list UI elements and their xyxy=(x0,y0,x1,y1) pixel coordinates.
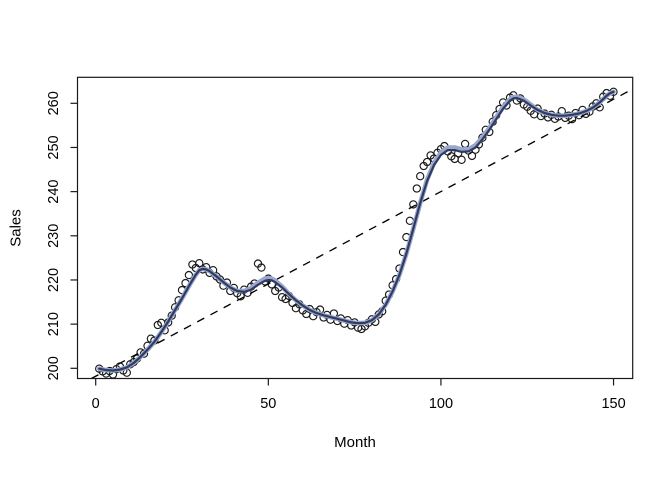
loess-smooth-light xyxy=(96,89,616,373)
y-axis-tick-label: 240 xyxy=(46,179,62,203)
y-axis-tick-label: 200 xyxy=(46,356,62,380)
data-point xyxy=(422,157,432,167)
x-axis-tick-label: 0 xyxy=(92,396,100,412)
data-point xyxy=(467,151,477,161)
data-point xyxy=(184,270,194,280)
loess-smooth-dark xyxy=(98,90,615,372)
data-point xyxy=(457,155,466,164)
data-point xyxy=(409,200,418,209)
y-axis-tick-label: 230 xyxy=(46,224,62,248)
plot-border xyxy=(76,76,634,380)
y-axis-tick-label: 250 xyxy=(46,135,62,159)
x-axis-title: Month xyxy=(334,434,376,451)
trend-line-dashed xyxy=(91,88,634,380)
data-point xyxy=(412,184,421,193)
y-axis-tick-label: 260 xyxy=(46,91,62,115)
x-axis-tick-label: 100 xyxy=(429,396,453,412)
y-axis-title: Sales xyxy=(8,209,25,247)
chart-generated-layer: 0 50 100 150 200 210 220 230 240 250 260 xyxy=(46,76,634,412)
data-point xyxy=(195,259,204,268)
data-point xyxy=(257,263,266,272)
x-axis-tick-label: 50 xyxy=(260,396,276,412)
y-axis-tick-label: 220 xyxy=(46,268,62,292)
data-point xyxy=(460,139,470,149)
x-axis-tick-label: 150 xyxy=(601,396,625,412)
data-point xyxy=(416,172,425,181)
y-axis-tick-label: 210 xyxy=(46,312,62,336)
